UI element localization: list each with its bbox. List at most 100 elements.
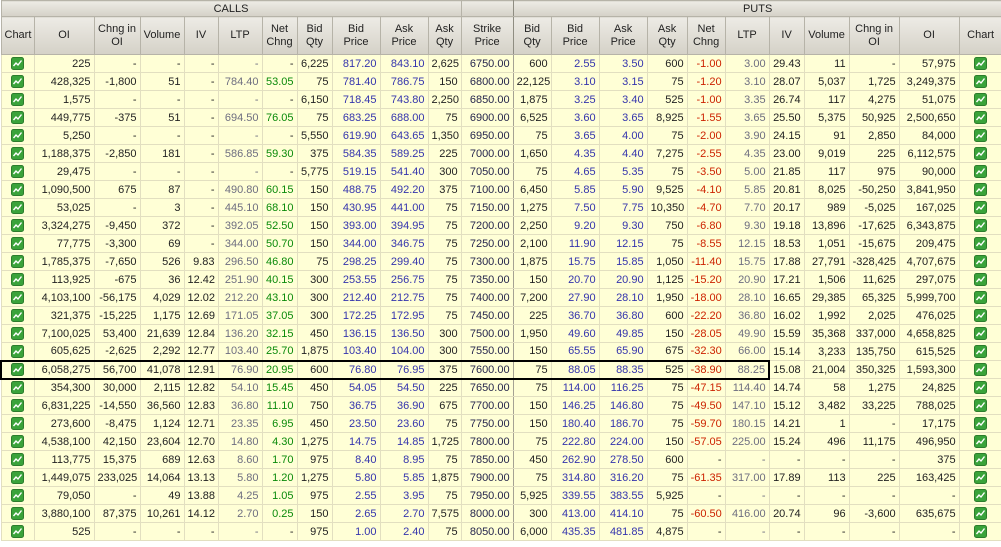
option-row-7350.00[interactable]: 113,925 -675 36 12.42 251.90 40.15 300 253.55 25… — [0, 270, 1001, 289]
option-row-7300.00[interactable]: 1,785,375 -7,650 526 9.83 296.50 46.80 75 298.2… — [0, 252, 1001, 271]
green-line-chart-icon[interactable] — [974, 309, 988, 322]
puts-ltp: 20.90 — [724, 270, 770, 289]
green-line-chart-icon[interactable] — [974, 435, 988, 448]
green-line-chart-icon[interactable] — [11, 309, 24, 322]
green-line-chart-icon[interactable] — [11, 57, 24, 70]
green-line-chart-icon[interactable] — [11, 435, 24, 448]
green-line-chart-icon[interactable] — [11, 363, 25, 376]
option-row-6950.00[interactable]: 5,250- - - - -5,550 619.90 643.65 1,350 6950.00 7… — [0, 126, 1001, 145]
green-line-chart-icon[interactable] — [11, 255, 24, 268]
green-line-chart-icon[interactable] — [974, 417, 988, 430]
green-line-chart-icon[interactable] — [11, 111, 24, 124]
puts-iv: 16.02 — [768, 306, 805, 325]
option-row-6750.00[interactable]: 225- - - - -6,225 817.20 843.10 2,625 6750.00 600… — [0, 54, 1001, 73]
option-row-7750.00[interactable]: 273,600 -8,475 1,124 12.71 23.35 6.95 450 23.50… — [0, 414, 1001, 433]
green-line-chart-icon[interactable] — [974, 345, 988, 358]
calls-oi: 1,090,500 — [33, 180, 95, 199]
option-row-7650.00[interactable]: 354,300 30,000 2,115 12.82 54.10 15.45 450 54.0… — [0, 378, 1001, 397]
green-line-chart-icon[interactable] — [11, 165, 24, 178]
option-row-7050.00[interactable]: 29,475- - - - -5,775 519.15 541.40 300 7050.00 75… — [0, 162, 1001, 181]
green-line-chart-icon[interactable] — [11, 129, 24, 142]
green-line-chart-icon[interactable] — [974, 75, 988, 88]
green-line-chart-icon[interactable] — [11, 471, 24, 484]
puts-bid-price: 435.35 — [550, 522, 600, 541]
green-line-chart-icon[interactable] — [974, 453, 988, 466]
option-row-6850.00[interactable]: 1,575- - - - -6,150 718.45 743.80 2,250 6850.00 1… — [0, 90, 1001, 109]
calls-bid-price: 488.75 — [331, 180, 381, 199]
green-line-chart-icon[interactable] — [11, 291, 24, 304]
option-row-7850.00[interactable]: 113,775 15,375 689 12.63 8.60 1.70 975 8.40 8.95… — [0, 450, 1001, 469]
option-row-7150.00[interactable]: 53,025-3-445.10 68.10 150 430.95 441.00 75 715… — [0, 198, 1001, 217]
option-row-7550.00[interactable]: 605,625 -2,625 2,292 12.77 103.40 25.70 1,875 1… — [0, 342, 1001, 361]
puts-ask-qty: 75 — [646, 126, 688, 145]
calls-bid-qty: 75 — [296, 252, 333, 271]
option-row-7700.00[interactable]: 6,831,225 -14,550 36,560 12.83 36.80 11.10 750… — [0, 396, 1001, 415]
calls-ask-price: 786.75 — [379, 72, 429, 91]
puts-ask-qty: 10,350 — [646, 198, 688, 217]
green-line-chart-icon[interactable] — [974, 399, 988, 412]
puts-volume: - — [803, 522, 850, 541]
green-line-chart-icon[interactable] — [974, 183, 988, 196]
green-line-chart-icon[interactable] — [11, 399, 24, 412]
option-row-7000.00[interactable]: 1,188,375 -2,850 181-586.85 59.30 375 584.35 5… — [0, 144, 1001, 163]
option-row-7900.00[interactable]: 1,449,075 233,025 14,064 13.13 5.80 1.20 1,275… — [0, 468, 1001, 487]
option-row-7200.00[interactable]: 3,324,275 -9,450 372-392.05 52.50 150 393.00 3… — [0, 216, 1001, 235]
green-line-chart-icon[interactable] — [11, 327, 24, 340]
green-line-chart-icon[interactable] — [11, 344, 24, 358]
option-row-8000.00[interactable]: 3,880,100 87,375 10,261 14.12 2.70 0.25 150 2.6… — [0, 504, 1001, 523]
green-line-chart-icon[interactable] — [11, 75, 24, 88]
green-line-chart-icon[interactable] — [11, 201, 24, 214]
green-line-chart-icon[interactable] — [11, 273, 24, 286]
green-line-chart-icon[interactable] — [974, 363, 988, 376]
green-line-chart-icon[interactable] — [11, 417, 24, 430]
option-row-7800.00[interactable]: 4,538,100 42,150 23,604 12.70 14.80 4.30 1,275… — [0, 432, 1001, 451]
green-line-chart-icon[interactable] — [974, 147, 988, 160]
column-header-oi: OI — [33, 16, 95, 55]
green-line-chart-icon[interactable] — [974, 273, 988, 286]
calls-bid-qty: 1,275 — [296, 432, 333, 451]
green-line-chart-icon[interactable] — [974, 93, 988, 106]
puts-oi: 6,112,575 — [898, 144, 960, 163]
option-row-7450.00[interactable]: 321,375 -15,225 1,175 12.69 171.05 37.05 300 17… — [0, 306, 1001, 325]
green-line-chart-icon[interactable] — [11, 489, 24, 502]
puts-volume: 1,506 — [803, 270, 850, 289]
green-line-chart-icon[interactable] — [974, 111, 988, 124]
green-line-chart-icon[interactable] — [11, 237, 24, 250]
green-line-chart-icon[interactable] — [974, 489, 988, 502]
option-row-7250.00[interactable]: 77,775 -3,300 69-344.00 50.70 150 344.00 346.7… — [0, 234, 1001, 253]
green-line-chart-icon[interactable] — [974, 525, 988, 538]
green-line-chart-icon[interactable] — [11, 147, 24, 160]
green-line-chart-icon[interactable] — [11, 219, 24, 232]
green-line-chart-icon[interactable] — [974, 165, 988, 178]
option-row-7500.00[interactable]: 7,100,025 53,400 21,639 12.84 136.20 32.15 450… — [0, 324, 1001, 343]
green-line-chart-icon[interactable] — [974, 471, 988, 484]
green-line-chart-icon[interactable] — [974, 237, 988, 250]
green-line-chart-icon[interactable] — [974, 129, 988, 142]
option-row-7950.00[interactable]: 79,050-49 13.88 4.25 1.05 975 2.55 3.95 75 7950.… — [0, 486, 1001, 505]
green-line-chart-icon[interactable] — [974, 219, 988, 232]
green-line-chart-icon[interactable] — [974, 201, 988, 214]
green-line-chart-icon[interactable] — [11, 507, 24, 520]
option-row-7100.00[interactable]: 1,090,500 675 87-490.80 60.15 150 488.75 492.2… — [0, 180, 1001, 199]
calls-bid-qty: 5,550 — [296, 126, 333, 145]
green-line-chart-icon[interactable] — [11, 453, 24, 466]
calls-bid-qty: 450 — [296, 414, 333, 433]
option-row-7400.00[interactable]: 4,103,100 -56,175 4,029 12.02 212.20 43.10 300… — [0, 288, 1001, 307]
calls-bid-price: 718.45 — [331, 90, 381, 109]
option-row-8050.00[interactable]: 525- - - - -975 1.00 2.40 75 8050.00 6,000 435.35 4… — [0, 522, 1001, 541]
option-row-7600.00[interactable]: 6,058,275 56,700 41,078 12.91 76.90 20.95 600 7… — [0, 359, 1001, 380]
green-line-chart-icon[interactable] — [974, 507, 988, 520]
green-line-chart-icon[interactable] — [974, 327, 988, 340]
green-line-chart-icon[interactable] — [974, 381, 988, 394]
green-line-chart-icon[interactable] — [11, 381, 24, 395]
green-line-chart-icon[interactable] — [11, 93, 24, 106]
green-line-chart-icon[interactable] — [11, 183, 24, 196]
puts-bid-price: 4.65 — [550, 162, 600, 181]
calls-ask-qty: 75 — [427, 486, 462, 505]
green-line-chart-icon[interactable] — [974, 291, 988, 304]
green-line-chart-icon[interactable] — [974, 255, 988, 268]
green-line-chart-icon[interactable] — [11, 525, 24, 538]
option-row-6900.00[interactable]: 449,775 -375 51-694.50 76.05 75 683.25 688.00 7… — [0, 108, 1001, 127]
option-row-6800.00[interactable]: 428,325 -1,800 51-784.40 53.05 75 781.40 786.7… — [0, 72, 1001, 91]
green-line-chart-icon[interactable] — [974, 57, 988, 70]
